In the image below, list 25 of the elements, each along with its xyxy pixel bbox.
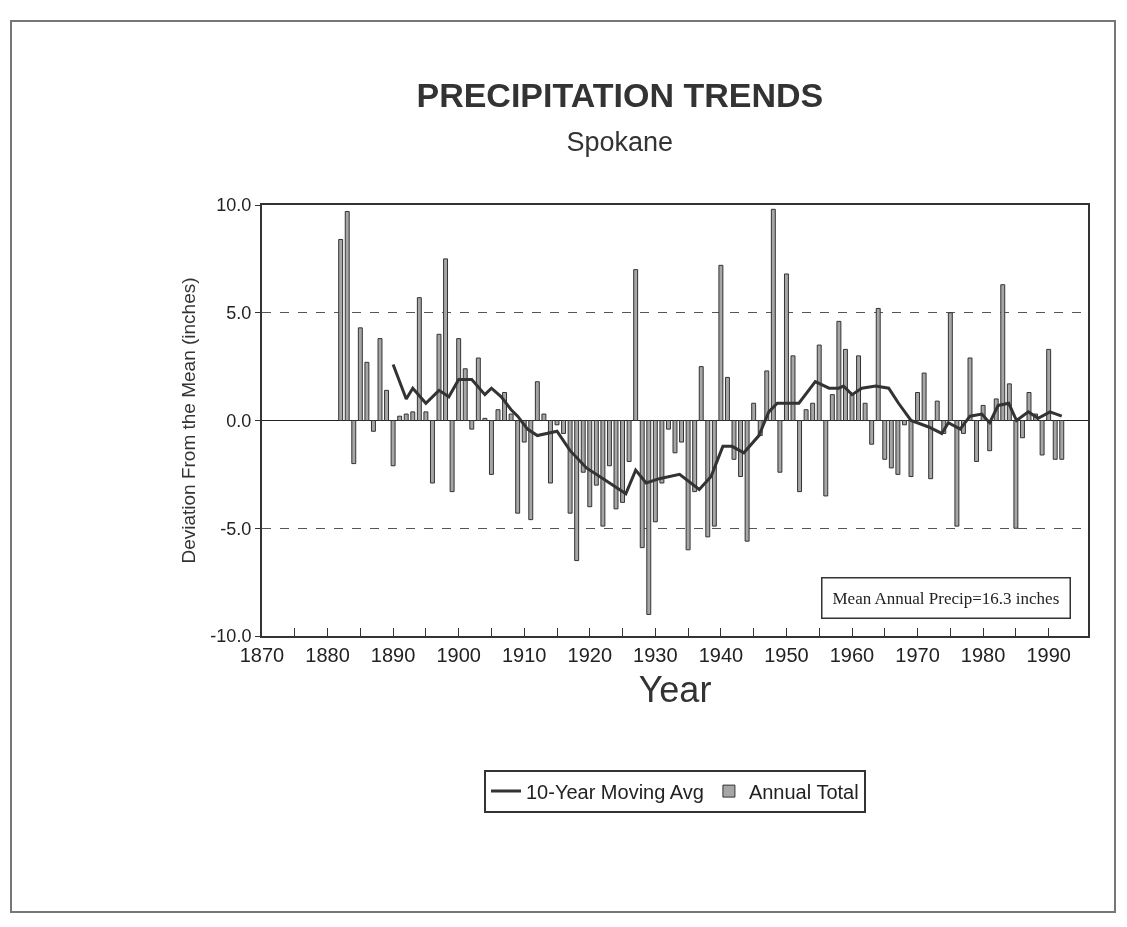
x-tick-label: 1920 [567, 644, 613, 666]
x-tick-label: 1940 [698, 644, 744, 666]
x-tick-label: 1880 [305, 644, 350, 666]
y-tick-label: 5.0 [226, 303, 252, 324]
y-axis-title: Deviation From the Mean (inches) [177, 277, 199, 564]
x-tick-label: 1890 [370, 644, 416, 666]
legend-label: Annual Total [748, 780, 859, 803]
x-tick-label: 1960 [829, 644, 875, 666]
x-tick-label: 1990 [1026, 644, 1071, 666]
y-tick-label: 0.0 [226, 410, 252, 431]
legend-label: 10-Year Moving Avg [526, 780, 704, 803]
y-tick-label: -5.0 [220, 518, 252, 539]
x-tick-label: 1870 [239, 644, 285, 666]
x-tick-label: 1980 [960, 644, 1006, 666]
annotation: Mean Annual Precip=16.3 inches [832, 588, 1060, 608]
chart-title: PRECIPITATION TRENDS [416, 75, 824, 114]
y-tick-label: -10.0 [210, 626, 252, 647]
x-tick-label: 1930 [633, 644, 678, 666]
x-tick-label: 1970 [895, 644, 940, 666]
x-tick-label: 1950 [764, 644, 809, 666]
x-axis-title: Year [638, 669, 712, 711]
x-tick-label: 1910 [501, 644, 547, 666]
x-tick-label: 1900 [436, 644, 481, 666]
y-tick-label: 10.0 [216, 195, 252, 216]
chart-subtitle: Spokane [566, 126, 674, 157]
